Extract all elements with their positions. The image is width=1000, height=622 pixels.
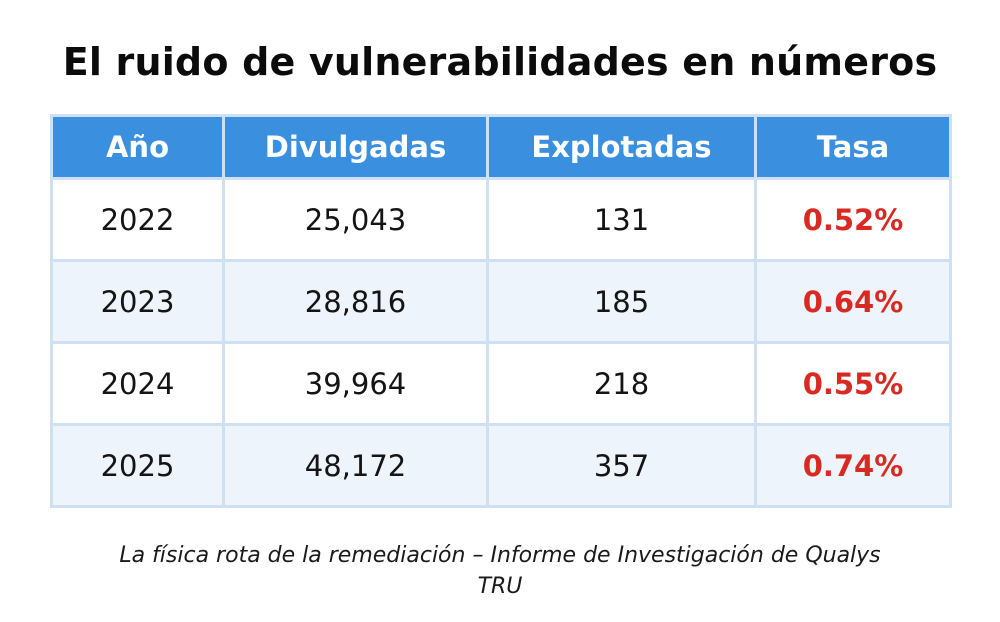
cell-year: 2024 [50, 341, 225, 426]
column-header-exploited: Explotadas [486, 114, 757, 180]
cell-disclosed: 28,816 [222, 259, 489, 344]
cell-exploited: 218 [486, 341, 757, 426]
source-caption-line-1: La física rota de la remediación – Infor… [119, 543, 881, 568]
table-row: 2024 39,964 218 0.55% [50, 341, 952, 426]
source-caption-line-2: TRU [477, 574, 523, 599]
table-row: 2022 25,043 131 0.52% [50, 177, 952, 262]
cell-exploited: 357 [486, 423, 757, 508]
cell-disclosed: 25,043 [222, 177, 489, 262]
column-header-rate: Tasa [754, 114, 952, 180]
page-title: El ruido de vulnerabilidades en números [62, 40, 938, 84]
cell-year: 2023 [50, 259, 225, 344]
cell-year: 2025 [50, 423, 225, 508]
vulnerability-table: Año Divulgadas Explotadas Tasa 2022 25,0… [50, 114, 952, 508]
table-header-row: Año Divulgadas Explotadas Tasa [50, 114, 952, 180]
cell-exploited: 131 [486, 177, 757, 262]
column-header-year: Año [50, 114, 225, 180]
cell-rate: 0.74% [754, 423, 952, 508]
cell-disclosed: 48,172 [222, 423, 489, 508]
cell-exploited: 185 [486, 259, 757, 344]
source-caption: La física rota de la remediación – Infor… [0, 540, 1000, 602]
table-row: 2025 48,172 357 0.74% [50, 423, 952, 508]
cell-disclosed: 39,964 [222, 341, 489, 426]
cell-year: 2022 [50, 177, 225, 262]
column-header-disclosed: Divulgadas [222, 114, 489, 180]
table-row: 2023 28,816 185 0.64% [50, 259, 952, 344]
cell-rate: 0.55% [754, 341, 952, 426]
cell-rate: 0.64% [754, 259, 952, 344]
cell-rate: 0.52% [754, 177, 952, 262]
